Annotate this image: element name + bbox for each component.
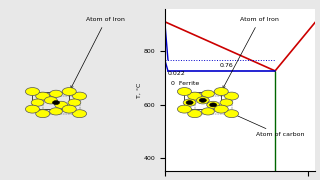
Circle shape — [202, 90, 214, 97]
Circle shape — [55, 101, 68, 109]
Circle shape — [177, 87, 191, 95]
Circle shape — [188, 110, 202, 118]
Y-axis label: T, °C: T, °C — [137, 82, 142, 98]
Circle shape — [25, 87, 39, 95]
Circle shape — [44, 97, 57, 104]
Circle shape — [199, 98, 206, 102]
Circle shape — [50, 108, 62, 115]
Circle shape — [202, 108, 214, 115]
Circle shape — [25, 105, 39, 113]
Circle shape — [210, 103, 217, 107]
Circle shape — [62, 87, 76, 95]
Circle shape — [214, 105, 228, 113]
Text: Atom of carbon: Atom of carbon — [206, 102, 305, 138]
Circle shape — [52, 101, 60, 105]
Circle shape — [225, 92, 239, 100]
Circle shape — [220, 99, 233, 106]
Circle shape — [68, 99, 81, 106]
Circle shape — [177, 105, 191, 113]
Circle shape — [214, 87, 228, 95]
Text: Atom of Iron: Atom of Iron — [71, 17, 125, 88]
Text: 0.76: 0.76 — [219, 63, 233, 68]
Circle shape — [225, 110, 239, 118]
Circle shape — [36, 110, 50, 118]
Text: Atom of Iron: Atom of Iron — [223, 17, 279, 88]
Circle shape — [73, 92, 87, 100]
Text: 0  Ferrite: 0 Ferrite — [171, 82, 199, 86]
Circle shape — [183, 99, 196, 106]
Circle shape — [207, 101, 220, 109]
Circle shape — [188, 92, 202, 100]
Circle shape — [62, 105, 76, 113]
Circle shape — [196, 97, 209, 104]
Circle shape — [50, 90, 62, 97]
Text: 0.022: 0.022 — [168, 71, 185, 76]
Circle shape — [36, 92, 50, 100]
Circle shape — [73, 110, 87, 118]
Circle shape — [31, 99, 44, 106]
Circle shape — [186, 101, 193, 105]
